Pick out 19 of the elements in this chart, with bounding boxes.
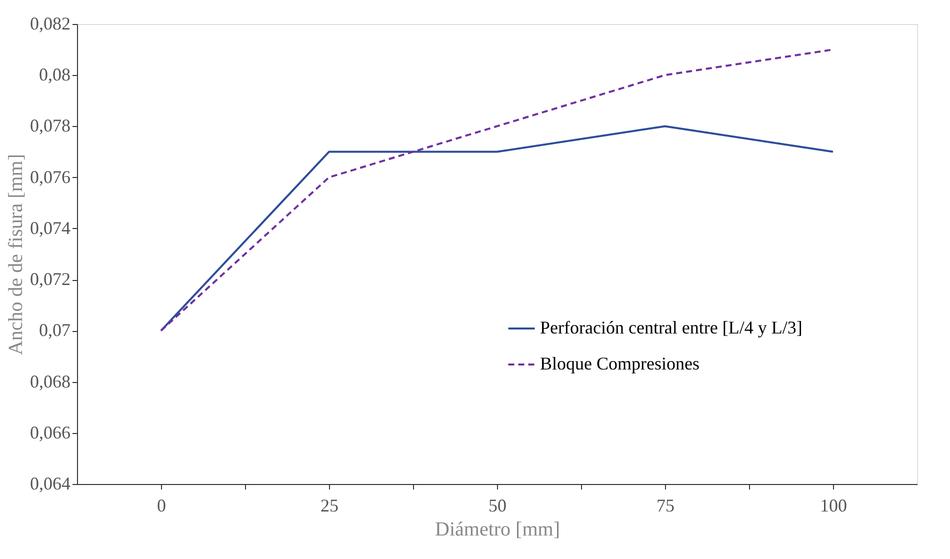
y-tick-label: 0,074: [30, 218, 70, 238]
y-tick-label: 0,082: [30, 14, 70, 34]
y-tick-label: 0,076: [30, 166, 70, 187]
y-tick-label: 0,08: [39, 64, 70, 85]
y-tick-label: 0,078: [30, 116, 70, 136]
x-tick-label: 0: [157, 496, 166, 516]
y-tick-label: 0,064: [30, 474, 70, 494]
y-tick-label: 0,07: [39, 320, 70, 340]
x-axis-title: Diámetro [mm]: [435, 518, 560, 540]
legend-label: Bloque Compresiones: [540, 354, 700, 374]
x-tick-label: 100: [820, 496, 847, 516]
y-tick-label: 0,066: [30, 422, 70, 442]
x-tick-label: 75: [656, 496, 674, 516]
legend-label: Perforación central entre [L/4 y L/3]: [540, 318, 802, 338]
y-axis-title: Ancho de de fisura [mm]: [5, 154, 27, 356]
x-tick-label: 50: [488, 496, 506, 516]
x-tick-label: 25: [320, 496, 338, 516]
y-tick-label: 0,068: [30, 371, 70, 392]
y-tick-label: 0,072: [30, 269, 70, 290]
